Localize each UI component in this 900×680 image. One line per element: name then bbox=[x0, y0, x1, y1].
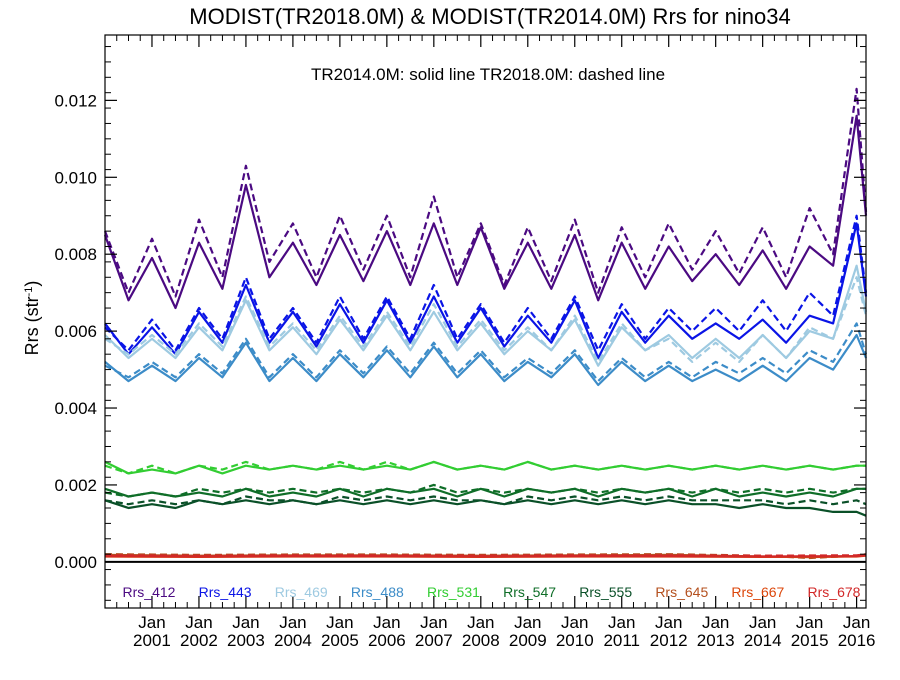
x-tick-month-label: Jan bbox=[843, 613, 870, 632]
x-tick-month-label: Jan bbox=[185, 613, 212, 632]
legend-item-rrs_547: Rrs_547 bbox=[503, 584, 556, 600]
x-tick-month-label: Jan bbox=[373, 613, 400, 632]
x-tick-month-label: Jan bbox=[514, 613, 541, 632]
legend-item-rrs_469: Rrs_469 bbox=[275, 584, 328, 600]
x-tick-month-label: Jan bbox=[702, 613, 729, 632]
x-tick-year-label: 2010 bbox=[556, 631, 594, 650]
y-tick-label: 0.004 bbox=[54, 399, 97, 418]
legend-item-rrs_443: Rrs_443 bbox=[199, 584, 252, 600]
y-axis-label-close: ) bbox=[22, 281, 42, 287]
series-line-rrs_412-dashed bbox=[103, 87, 868, 298]
x-tick-year-label: 2014 bbox=[744, 631, 782, 650]
series-line-rrs_469-solid bbox=[104, 264, 868, 367]
series-line-rrs_412-solid bbox=[103, 114, 868, 310]
series-line-rrs_531-solid bbox=[104, 460, 866, 475]
x-tick-month-label: Jan bbox=[279, 613, 306, 632]
legend-item-rrs_555: Rrs_555 bbox=[579, 584, 632, 600]
x-tick-month-label: Jan bbox=[561, 613, 588, 632]
x-tick-year-label: 2008 bbox=[462, 631, 500, 650]
legend-item-rrs_645: Rrs_645 bbox=[655, 584, 708, 600]
y-axis-label-sup: -1 bbox=[23, 287, 35, 297]
x-tick-year-label: 2009 bbox=[509, 631, 547, 650]
x-tick-month-label: Jan bbox=[749, 613, 776, 632]
x-tick-year-label: 2013 bbox=[697, 631, 735, 650]
legend: Rrs_412 Rrs_443 Rrs_469 Rrs_488 Rrs_531 Rrs_5… bbox=[123, 584, 861, 600]
line-style-note: TR2014.0M: solid line TR2018.0M: dashed … bbox=[311, 65, 665, 84]
series-line-rrs_469-dashed bbox=[104, 276, 868, 363]
x-tick-year-label: 2007 bbox=[415, 631, 453, 650]
legend-item-rrs_667: Rrs_667 bbox=[731, 584, 784, 600]
series-line-rrs_443-dashed bbox=[104, 214, 868, 352]
x-tick-year-label: 2006 bbox=[368, 631, 406, 650]
x-tick-month-label: Jan bbox=[608, 613, 635, 632]
y-tick-label: 0.012 bbox=[54, 91, 97, 110]
x-tick-month-label: Jan bbox=[796, 613, 823, 632]
x-tick-year-label: 2015 bbox=[791, 631, 829, 650]
x-tick-year-label: 2016 bbox=[838, 631, 876, 650]
series-line-rrs_555-solid bbox=[104, 499, 867, 517]
x-tick-month-label: Jan bbox=[232, 613, 259, 632]
y-axis-label-text: Rrs (str bbox=[22, 296, 42, 355]
x-tick-year-label: 2005 bbox=[321, 631, 359, 650]
x-tick-year-label: 2004 bbox=[274, 631, 312, 650]
y-tick-label: 0.008 bbox=[54, 245, 97, 264]
y-tick-label: 0.002 bbox=[54, 476, 97, 495]
series-line-rrs_488-solid bbox=[104, 333, 868, 387]
series-line-rrs_678-solid bbox=[104, 554, 867, 558]
x-tick-year-label: 2003 bbox=[227, 631, 265, 650]
series-layer bbox=[103, 87, 868, 560]
x-tick-year-label: 2001 bbox=[133, 631, 171, 650]
legend-item-rrs_488: Rrs_488 bbox=[351, 584, 404, 600]
x-tick-month-label: Jan bbox=[420, 613, 447, 632]
x-tick-month-label: Jan bbox=[138, 613, 165, 632]
y-tick-label: 0.006 bbox=[54, 322, 97, 341]
series-line-rrs_555-dashed bbox=[104, 495, 867, 506]
x-tick-year-label: 2002 bbox=[180, 631, 218, 650]
legend-item-rrs_531: Rrs_531 bbox=[427, 584, 480, 600]
plot-frame bbox=[104, 34, 867, 609]
x-tick-year-label: 2012 bbox=[650, 631, 688, 650]
x-tick-month-label: Jan bbox=[467, 613, 494, 632]
y-axis-label: Rrs (str-1) bbox=[22, 281, 42, 356]
y-tick-label: 0.010 bbox=[54, 168, 97, 187]
series-line-rrs_531-dashed bbox=[104, 460, 866, 475]
x-tick-month-label: Jan bbox=[326, 613, 353, 632]
series-line-rrs_443-solid bbox=[104, 222, 868, 360]
series-line-rrs_547-solid bbox=[104, 487, 866, 498]
legend-item-rrs_678: Rrs_678 bbox=[808, 584, 861, 600]
y-tick-label: 0.000 bbox=[54, 553, 97, 572]
x-tick-month-label: Jan bbox=[655, 613, 682, 632]
axes-layer: 0.0000.0020.0040.0060.0080.0100.012Jan20… bbox=[54, 34, 876, 650]
x-tick-year-label: 2011 bbox=[603, 631, 640, 650]
legend-item-rrs_412: Rrs_412 bbox=[123, 584, 176, 600]
series-line-rrs_488-dashed bbox=[104, 322, 868, 383]
chart-title: MODIST(TR2018.0M) & MODIST(TR2014.0M) Rr… bbox=[189, 4, 790, 29]
